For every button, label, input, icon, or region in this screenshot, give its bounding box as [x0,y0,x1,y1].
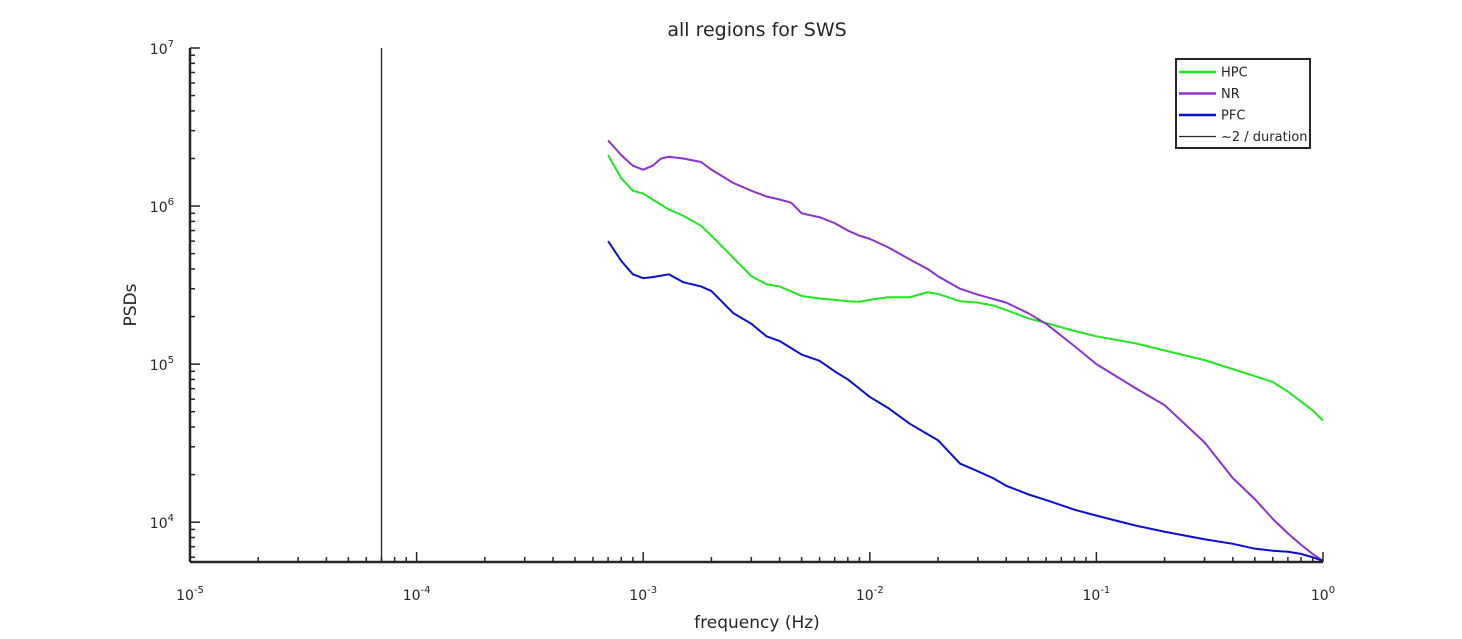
chart-title: all regions for SWS [667,19,846,41]
x-tick-label-base: 10 [856,588,874,604]
y-tick-label-exponent: 7 [168,39,174,50]
y-tick-label-base: 10 [150,516,168,532]
x-tick-label-exponent: -2 [874,585,884,596]
x-tick-label: 10-3 [629,585,657,604]
x-tick-label-exponent: -5 [194,585,204,596]
y-tick-label-base: 10 [150,200,168,216]
x-tick-label-base: 10 [1082,588,1100,604]
series-line-nr [607,139,1324,562]
y-axis-label: PSDs [121,283,141,326]
x-tick-label: 10-5 [176,585,204,604]
legend-label-nr: NR [1221,87,1240,102]
x-tick-label: 10-4 [403,585,431,604]
x-tick-label: 10-1 [1082,585,1110,604]
y-tick-label-exponent: 6 [168,197,174,208]
series-layer [380,48,1324,562]
x-tick-label-exponent: -1 [1100,585,1110,596]
legend-label-pfc: PFC [1221,109,1245,124]
y-tick-label: 106 [150,197,174,216]
x-tick-label-base: 10 [176,588,194,604]
series-line-pfc [607,240,1324,562]
y-tick-label-exponent: 5 [168,355,174,366]
legend-label-duration-marker: ~2 / duration [1221,130,1308,145]
x-tick-label-base: 10 [629,588,647,604]
x-tick-label: 100 [1311,585,1335,604]
x-tick-label: 10-2 [856,585,884,604]
y-tick-label-exponent: 4 [168,513,174,524]
y-tick-label-base: 10 [150,42,168,58]
y-tick-label: 104 [150,513,174,532]
legend: HPC NR PFC ~2 / duration [1175,58,1311,149]
y-tick-label: 107 [150,39,174,58]
x-tick-label-base: 10 [1311,588,1329,604]
legend-box [1175,58,1311,149]
y-tick-label: 105 [150,355,174,374]
legend-label-hpc: HPC [1221,66,1248,81]
x-tick-label-exponent: -3 [647,585,657,596]
x-tick-label-exponent: -4 [421,585,431,596]
y-tick-label-base: 10 [150,358,168,374]
x-tick-label-base: 10 [403,588,421,604]
x-tick-label-exponent: 0 [1329,585,1335,596]
series-line-hpc [607,154,1324,422]
x-axis-label: frequency (Hz) [694,613,820,633]
